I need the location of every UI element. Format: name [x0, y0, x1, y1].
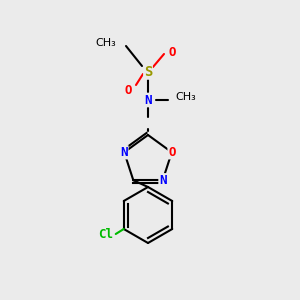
Text: Cl: Cl	[98, 227, 113, 241]
Text: O: O	[124, 83, 132, 97]
Text: O: O	[168, 146, 176, 159]
Text: CH₃: CH₃	[175, 92, 196, 102]
Text: N: N	[144, 94, 152, 106]
Text: O: O	[168, 46, 176, 59]
Text: N: N	[159, 174, 166, 187]
Text: S: S	[144, 65, 152, 79]
Text: N: N	[121, 146, 128, 159]
Text: CH₃: CH₃	[95, 38, 116, 48]
